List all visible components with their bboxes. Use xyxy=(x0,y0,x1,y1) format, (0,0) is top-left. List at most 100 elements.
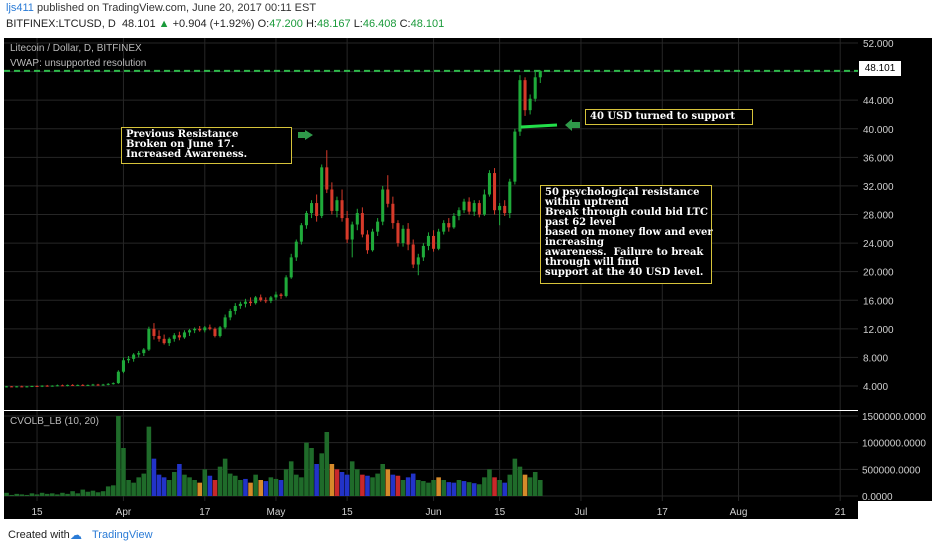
candle-body xyxy=(386,189,390,204)
candle-body xyxy=(513,131,517,182)
volume-bar xyxy=(527,477,533,496)
volume-bar xyxy=(299,477,304,496)
candle-body xyxy=(508,181,512,214)
candle-body xyxy=(350,224,354,240)
volume-tick-label: 0.0000 xyxy=(862,492,893,503)
volume-bar xyxy=(136,477,141,496)
volume-bar xyxy=(253,474,258,496)
volume-bar xyxy=(278,480,284,496)
candle-body xyxy=(121,360,125,372)
chart-header: ljs411 published on TradingView.com, Jun… xyxy=(0,0,932,38)
volume-bar xyxy=(19,494,25,496)
symbol-line: BITFINEX:LTCUSD, D 48.101 ▲ +0.904 (+1.9… xyxy=(6,18,444,30)
candle-body xyxy=(289,257,293,278)
volume-bar xyxy=(39,492,45,496)
volume-bar xyxy=(151,458,157,496)
candle-body xyxy=(162,338,166,344)
y-tick-label: 24.000 xyxy=(863,239,894,250)
volume-bar xyxy=(24,494,30,496)
support-arrow-icon xyxy=(565,119,580,131)
created-with-label: Created with xyxy=(8,529,70,541)
y-tick-label: 4.000 xyxy=(863,382,888,393)
candle-body xyxy=(498,205,502,211)
y-axis-ticks: 52.00048.00044.00040.00036.00032.00028.0… xyxy=(863,39,894,393)
resistance-arrow-icon xyxy=(298,130,313,140)
candle-body xyxy=(233,305,237,311)
candle-body xyxy=(10,386,14,388)
candle-body xyxy=(437,231,441,249)
x-tick-label: May xyxy=(267,507,286,518)
volume-bar xyxy=(431,480,436,496)
volume-bar xyxy=(105,486,111,496)
volume-bar xyxy=(85,491,91,496)
author-link[interactable]: ljs411 xyxy=(6,2,34,14)
volume-bar xyxy=(426,482,431,496)
volume-bar xyxy=(202,469,208,496)
x-tick-label: 17 xyxy=(199,507,211,518)
candle-body xyxy=(182,332,186,338)
volume-bar xyxy=(492,477,497,496)
candle-body xyxy=(518,80,522,132)
candle-body xyxy=(50,385,54,387)
psych-resistance-annotation: 50 psychological resistance within uptre… xyxy=(540,185,713,284)
volume-bar xyxy=(507,474,513,496)
candle-body xyxy=(411,244,415,265)
price-axis[interactable] xyxy=(858,38,932,501)
volume-bar xyxy=(446,482,452,496)
volume-bar xyxy=(283,469,289,496)
volume-bar xyxy=(60,492,65,496)
volume-bar xyxy=(44,493,50,496)
volume-bar xyxy=(121,448,126,496)
volume-bar xyxy=(436,477,441,496)
volume-bar xyxy=(95,492,101,496)
time-axis[interactable] xyxy=(4,501,858,519)
volume-bar xyxy=(294,474,299,496)
candle-body xyxy=(426,235,430,246)
volume-tick-label: 500000.0000 xyxy=(862,465,921,476)
x-tick-label: Jun xyxy=(425,507,441,518)
volume-bar xyxy=(55,494,60,496)
candle-body xyxy=(381,189,385,222)
candle-body xyxy=(249,301,253,304)
candle-body xyxy=(147,328,151,350)
candle-body xyxy=(198,328,202,331)
volume-bar xyxy=(70,491,75,496)
volume-bar xyxy=(217,466,223,496)
y-tick-label: 12.000 xyxy=(863,325,894,336)
y-tick-label: 8.000 xyxy=(863,353,888,364)
volume-bar xyxy=(360,474,365,496)
volume-bar xyxy=(400,480,406,496)
publish-line: ljs411 published on TradingView.com, Jun… xyxy=(6,2,316,14)
volume-bar xyxy=(288,461,294,496)
volume-bar xyxy=(177,464,182,496)
volume-panel[interactable] xyxy=(4,411,858,501)
volume-bar xyxy=(324,432,330,496)
vwap-legend: VWAP: unsupported resolution xyxy=(10,58,147,69)
volume-bar xyxy=(100,491,106,496)
x-tick-label: Aug xyxy=(730,507,748,518)
candle-body xyxy=(243,301,247,304)
annotation-arrows xyxy=(298,119,580,140)
volume-bar xyxy=(131,482,136,496)
volume-bar xyxy=(14,493,19,496)
candle-body xyxy=(254,297,258,304)
candle-body xyxy=(76,384,80,386)
volume-bar xyxy=(146,426,152,496)
volume-bar xyxy=(4,492,9,496)
candle-body xyxy=(416,257,420,265)
volume-bar xyxy=(410,473,416,496)
candle-body xyxy=(264,300,268,302)
volume-bar xyxy=(339,472,345,496)
support-annotation: 40 USD turned to support xyxy=(585,109,753,125)
volume-bar xyxy=(319,453,324,496)
tradingview-link[interactable]: TradingView xyxy=(92,529,153,541)
candle-body xyxy=(40,385,44,387)
volume-bar xyxy=(487,469,492,496)
candle-body xyxy=(299,225,303,242)
volume-bar xyxy=(365,475,370,496)
volume-bar xyxy=(172,472,177,496)
candle-body xyxy=(60,385,64,387)
candle-body xyxy=(462,201,466,211)
candle-body xyxy=(503,205,507,214)
close-label: C: xyxy=(399,18,411,30)
